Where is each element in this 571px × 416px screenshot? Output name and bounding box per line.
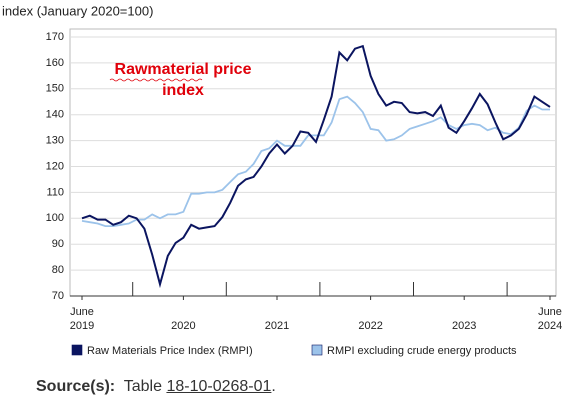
x-tick-label: 2021 (265, 320, 289, 332)
x-tick-label: June 2024 (538, 306, 562, 332)
source-link[interactable]: 18-10-0268-01 (166, 378, 272, 395)
y-tick-label: 130 (46, 135, 64, 147)
y-tick-label: 140 (46, 109, 64, 121)
x-tick-label-line: 2024 (538, 320, 562, 332)
x-tick-label-line: June (70, 306, 94, 318)
x-tick-label: June 2019 (70, 306, 94, 332)
series-line (81, 44, 551, 289)
y-tick-label: 120 (46, 160, 64, 172)
y-tick-label: 100 (46, 212, 64, 224)
annotation-line: index (162, 82, 204, 99)
chart: index (January 2020=100) 70 80 90 100 110 120… (2, 3, 562, 357)
x-tick-label: 2020 (171, 320, 195, 332)
y-tick-label: 170 (46, 31, 64, 43)
series-line (81, 95, 550, 227)
spell-underline (109, 78, 203, 82)
x-tick-label: 2022 (358, 320, 382, 332)
legend-label: RMPI excluding crude energy products (327, 345, 517, 357)
x-tick-label-line: 2019 (70, 320, 94, 332)
annotation: Rawmaterial price index (115, 61, 252, 99)
y-tick-label: 70 (52, 290, 64, 302)
x-tick-label-line: June (538, 306, 562, 318)
source-text: Table (123, 378, 162, 395)
source-end: . (271, 378, 276, 395)
source-label: Source(s): (36, 378, 116, 395)
y-tick-label: 80 (52, 264, 64, 276)
y-axis-label: index (January 2020=100) (2, 3, 153, 18)
legend-label: Raw Materials Price Index (RMPI) (87, 345, 253, 357)
annotation-line: Rawmaterial price (115, 61, 252, 78)
y-tick-label: 110 (46, 186, 64, 198)
y-tick-label: 160 (46, 57, 64, 69)
source: Source(s): Table 18-10-0268-01. (36, 378, 276, 396)
x-tick-label: 2023 (452, 320, 476, 332)
legend-swatch (71, 344, 83, 356)
y-tick-label: 90 (52, 238, 64, 250)
y-tick-label: 150 (46, 83, 64, 95)
legend-swatch (311, 344, 323, 356)
